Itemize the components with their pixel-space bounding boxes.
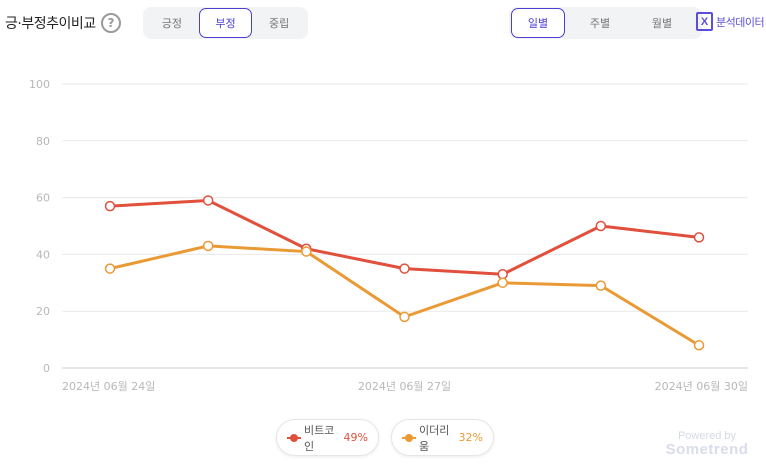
legend-item-ethereum[interactable]: 이더리움 32%: [391, 419, 494, 456]
y-tick-label-0: 0: [43, 362, 50, 375]
data-point-1-2: [301, 246, 312, 257]
data-point-0-5: [595, 220, 607, 232]
legend-marker-ethereum: [402, 433, 416, 443]
tab-weekly[interactable]: 주별: [589, 17, 611, 30]
sentiment-tab-group: 긍정 부정 중립: [143, 7, 308, 39]
brand-logo: Sometrend: [665, 441, 749, 458]
tab-daily[interactable]: 일별: [511, 8, 565, 38]
x-tick-label-2: 2024년 06월 30일: [655, 379, 748, 393]
x-tick-label-0: 2024년 06월 24일: [62, 379, 155, 393]
powered-by-logo: Powered by Sometrend: [659, 430, 755, 458]
series-line-1: [108, 244, 701, 347]
y-tick-label-60: 60: [36, 192, 50, 205]
tab-neutral[interactable]: 중립: [269, 17, 290, 30]
data-point-0-3: [399, 263, 410, 274]
legend-percent-bitcoin: 49%: [343, 431, 368, 444]
tab-negative[interactable]: 부정: [198, 8, 253, 38]
legend-item-bitcoin[interactable]: 비트코인 49%: [276, 419, 379, 456]
data-point-1-6: [693, 340, 705, 351]
tab-positive[interactable]: 긍정: [161, 17, 182, 30]
export-data-label: 분석데이터: [716, 15, 765, 29]
y-axis-ticks: 0 20 40 60 80 100: [29, 78, 50, 375]
data-point-1-4: [497, 277, 508, 289]
legend-label-bitcoin: 비트코인: [303, 423, 335, 453]
y-tick-label-20: 20: [36, 305, 50, 318]
x-tick-label-1: 2024년 06월 27일: [358, 379, 451, 393]
data-point-0-4: [497, 269, 508, 280]
data-point-0-6: [693, 232, 705, 243]
y-tick-label-80: 80: [36, 135, 50, 148]
page-title: 긍·부정추이비교: [5, 16, 96, 32]
series-line-0: [108, 198, 701, 276]
legend-marker-bitcoin: [287, 433, 301, 443]
export-data-button[interactable]: X 분석데이터: [696, 12, 765, 31]
legend-label-ethereum: 이더리움: [418, 423, 450, 453]
chart-grid: [62, 83, 748, 369]
data-point-1-5: [595, 280, 607, 291]
question-circle-icon[interactable]: ?: [101, 13, 121, 33]
period-tab-group: 일별 주별 월별: [509, 7, 702, 39]
tab-monthly[interactable]: 월별: [651, 17, 673, 30]
y-tick-label-40: 40: [36, 248, 50, 261]
data-point-0-0: [104, 200, 116, 212]
chart-series: [104, 195, 705, 351]
excel-icon: X: [696, 12, 713, 31]
data-point-1-1: [202, 240, 214, 252]
powered-by-text: Powered by: [677, 430, 737, 442]
legend-percent-ethereum: 32%: [458, 431, 483, 444]
y-tick-label-100: 100: [29, 78, 50, 91]
data-point-0-1: [202, 195, 214, 206]
data-point-1-0: [104, 263, 116, 274]
x-axis-ticks: 2024년 06월 24일 2024년 06월 27일 2024년 06월 30일: [62, 379, 748, 393]
data-point-1-3: [399, 311, 410, 323]
